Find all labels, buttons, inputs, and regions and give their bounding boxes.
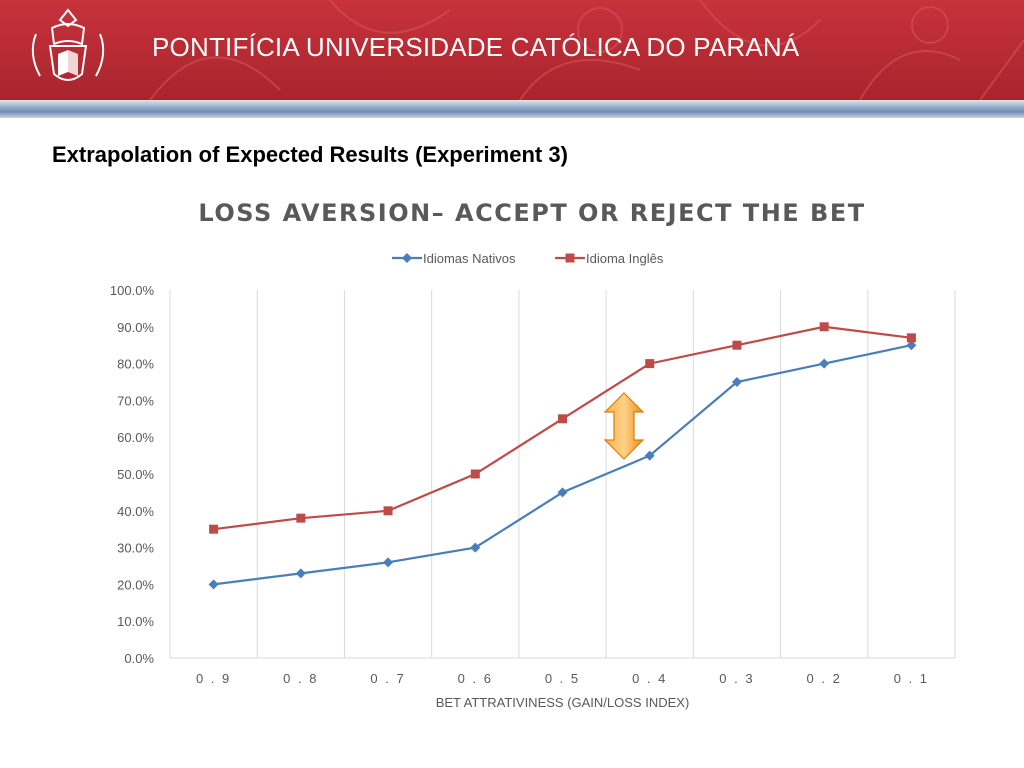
x-tick-label: 0 . 9 [196,671,231,686]
line-chart: 0.0% 10.0% 20.0% 30.0% 40.0% 50.0% 60.0% 70.0% 8… [110,251,956,710]
x-tick-label: 0 . 7 [370,671,405,686]
y-tick-label: 50.0% [117,467,154,482]
y-tick-label: 40.0% [117,504,154,519]
y-tick-label: 0.0% [124,651,154,666]
y-tick-label: 90.0% [117,320,154,335]
data-point-marker [906,333,916,343]
banner-texture [149,0,1024,100]
y-tick-label: 10.0% [117,614,154,629]
header-banner: PONTIFÍCIA UNIVERSIDADE CATÓLICA DO PARA… [0,0,1024,100]
legend-label: Idioma Inglês [586,251,664,266]
y-tick-label: 100.0% [110,283,155,298]
data-point-marker [208,579,219,590]
y-tick-label: 80.0% [117,357,154,372]
data-point-marker [383,506,393,516]
slide-heading: Extrapolation of Expected Results (Exper… [52,142,568,167]
series-line [213,344,912,586]
data-point-marker [296,513,306,523]
legend-marker [402,253,412,263]
data-point-marker [731,377,742,387]
x-tick-label: 0 . 6 [458,671,493,686]
x-tick-label: 0 . 4 [632,671,667,686]
x-tick-label: 0 . 3 [719,671,754,686]
series-line [213,325,912,531]
data-point-marker [558,414,567,424]
x-tick-label: 0 . 1 [894,671,929,686]
x-tick-label: 0 . 2 [807,671,842,686]
legend-label: Idiomas Nativos [423,251,516,266]
data-point-marker [645,359,655,369]
legend-marker [565,253,575,263]
x-tick-label: 0 . 8 [283,671,318,686]
x-axis-title: BET ATTRATIVINESS (GAIN/LOSS INDEX) [436,695,690,710]
double-arrow-icon [603,392,645,460]
data-point-marker [470,469,480,479]
data-point-marker [383,557,394,568]
y-tick-label: 70.0% [117,393,154,408]
data-point-marker [209,524,219,534]
university-crest-icon [31,8,105,81]
data-point-marker [906,340,917,351]
y-tick-label: 60.0% [117,430,154,445]
data-point-marker [644,450,655,461]
y-tick-label: 20.0% [117,577,154,592]
data-point-marker [819,322,829,332]
chart-title: LOSS AVERSION– ACCEPT OR REJECT THE BET [198,199,866,227]
data-point-marker [295,568,306,579]
university-name: PONTIFÍCIA UNIVERSIDADE CATÓLICA DO PARA… [152,32,800,62]
x-tick-label: 0 . 5 [545,671,580,686]
data-point-marker [819,358,830,369]
y-tick-label: 30.0% [117,541,154,556]
data-point-marker [470,542,481,553]
data-point-marker [557,487,568,498]
header-stripe [0,100,1024,118]
data-point-marker [732,340,742,350]
